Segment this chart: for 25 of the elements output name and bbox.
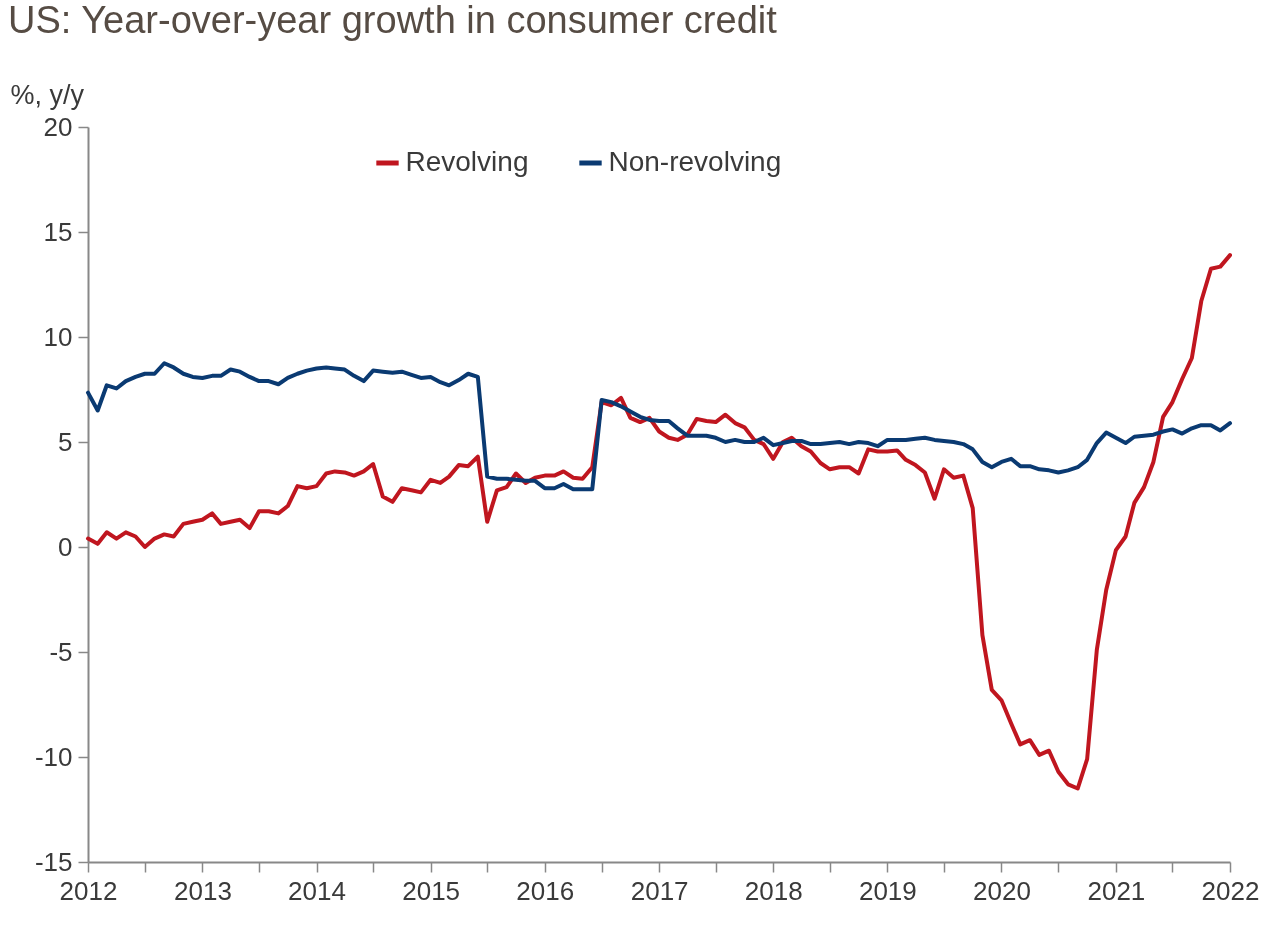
x-tick-label: 2013 bbox=[174, 875, 232, 906]
y-tick-label: 15 bbox=[43, 216, 73, 247]
x-tick-label: 2014 bbox=[288, 875, 346, 906]
x-tick-label: 2015 bbox=[402, 875, 461, 906]
y-tick-label: -10 bbox=[34, 741, 73, 772]
y-tick-label: 20 bbox=[43, 111, 73, 142]
x-tick-label: 2020 bbox=[973, 875, 1031, 906]
line-series bbox=[86, 253, 1232, 791]
x-tick-label: 2019 bbox=[858, 875, 917, 906]
y-tick-label: 5 bbox=[58, 426, 73, 457]
y-axis-title: %, y/y bbox=[10, 79, 85, 110]
y-tick-label: -15 bbox=[34, 846, 73, 877]
x-tick-label: 2022 bbox=[1201, 875, 1260, 906]
legend-label: Revolving bbox=[405, 146, 529, 177]
y-tick-label: 0 bbox=[58, 531, 73, 562]
x-tick-label: 2021 bbox=[1087, 875, 1146, 906]
chart-title: US: Year-over-year growth in consumer credit bbox=[8, 0, 778, 41]
x-tick-label: 2016 bbox=[516, 875, 575, 906]
x-tick-label: 2018 bbox=[744, 875, 803, 906]
line-series bbox=[86, 361, 1232, 492]
x-tick-label: 2017 bbox=[630, 875, 689, 906]
legend-label: Non-revolving bbox=[608, 146, 782, 177]
y-tick-label: 10 bbox=[43, 321, 73, 352]
y-tick-label: -5 bbox=[49, 636, 73, 667]
x-tick-label: 2012 bbox=[59, 875, 118, 906]
